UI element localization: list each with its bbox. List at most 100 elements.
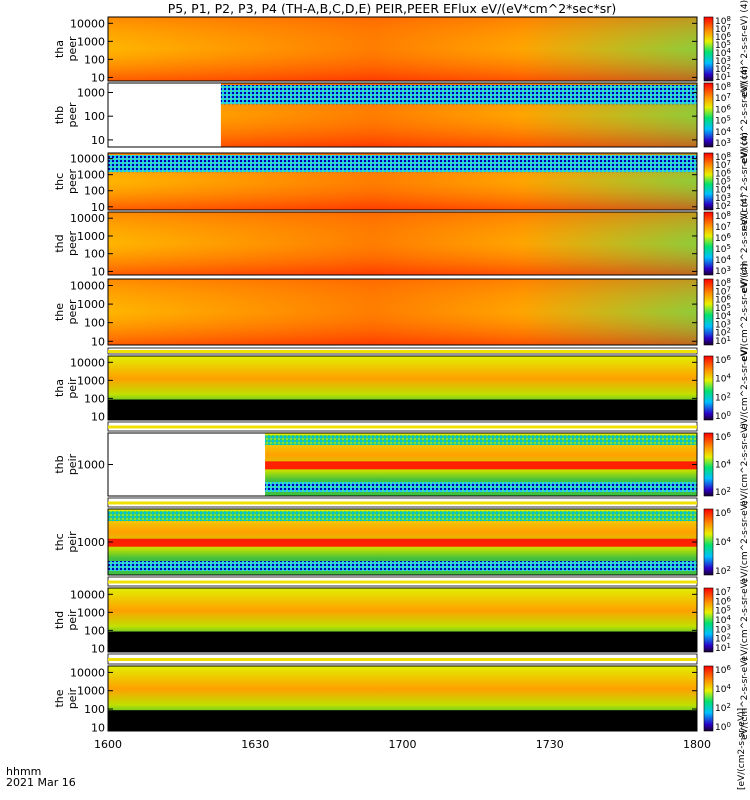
colorbar-tick: 103: [715, 192, 731, 204]
colorbar-label: eV/(cm^2-s-sr-eV): [740, 501, 750, 584]
colorbar-label: eV/(cm^2-s-sr-eV): [740, 423, 750, 506]
colorbar-tick: 104: [715, 126, 731, 138]
colorbar-tick: 104: [715, 459, 731, 471]
colorbar-tick: 108: [715, 277, 731, 289]
noise-band: [108, 155, 697, 173]
colorbar-label: eV/(cm^2-s-sr-eV) (4): [740, 194, 750, 292]
y-tick-label: 1000: [77, 374, 105, 387]
x-tick-label: 1630: [241, 738, 269, 751]
y-tick-label: 10: [91, 134, 105, 147]
colorbar-tick: 104: [715, 254, 731, 266]
y-axis-label: peer: [66, 299, 79, 325]
colorbar-tick: 106: [715, 664, 731, 676]
colorbar-tick: 106: [715, 167, 731, 179]
colorbar-tick: 103: [715, 137, 731, 149]
y-tick-label: 10000: [70, 280, 105, 293]
colorbar-label: eV/(cm^2-s-sr-eV) (4): [740, 132, 750, 230]
y-axis-label: thc: [53, 173, 66, 190]
colorbar-tick: 106: [715, 507, 731, 519]
x-axis: 1600 1630 1700 1730 1800: [94, 725, 711, 751]
noise-band-top: [108, 511, 697, 521]
chart-title: P5, P1, P2, P3, P4 (TH-A,B,C,D,E) PEIR,P…: [168, 1, 617, 16]
colorbar: [703, 16, 714, 82]
time-label: hhmm: [6, 765, 41, 778]
panel-thc-peir: 1000 thc peir 106 104 102 eV/(cm^2-s-sr-eV): [53, 501, 750, 584]
colorbar-tick: 108: [715, 81, 731, 93]
y-axis-label: peer: [66, 169, 79, 195]
colorbar-tick: 104: [715, 373, 731, 385]
colorbar-tick: 102: [715, 327, 731, 339]
colorbar-tick: 106: [715, 354, 731, 366]
colorbar-tick: 102: [715, 63, 731, 75]
colorbar-tick: 106: [715, 595, 731, 607]
colorbar-label: eV/(cm^2-s-sr-eV) (4): [740, 263, 750, 361]
y-tick-label: 1000: [77, 35, 105, 48]
x-tick-label: 1730: [536, 738, 564, 751]
y-axis-label: peir: [66, 531, 79, 553]
colorbar-tick: 103: [715, 623, 731, 635]
separator-band: [108, 350, 697, 353]
y-tick-label: 10000: [70, 212, 105, 225]
y-axis-label: peir: [66, 453, 79, 475]
y-tick-label: 1000: [77, 298, 105, 311]
y-tick-label: 1000: [77, 86, 105, 99]
colorbar-tick: 105: [715, 39, 731, 51]
panel-the-peir: 10000 1000 100 10 the peir 106 104 102 100 eV/(cm^…: [53, 657, 750, 740]
colorbar-tick: 105: [715, 115, 731, 127]
separator-band: [108, 425, 697, 429]
y-axis-label: the: [53, 303, 66, 321]
colorbar: [703, 587, 714, 653]
colorbar-tick: 100: [715, 410, 731, 422]
colorbar-tick: 104: [715, 310, 731, 322]
panel-frame: [107, 211, 698, 276]
panel-thd-peir: 10000 1000 100 10 thd peir 1071061051041031021…: [53, 579, 750, 662]
x-tick-label: 1800: [683, 738, 711, 751]
data-gap: [108, 433, 266, 496]
y-tick-label: 10: [91, 642, 105, 655]
colorbar-tick: 107: [715, 586, 731, 598]
y-axis-label: thb: [53, 106, 66, 124]
colorbar-label: eV/(cm^2-s-sr-eV) (4): [740, 66, 750, 164]
y-axis-label: tha: [53, 379, 66, 397]
colorbar-tick: 102: [715, 702, 731, 714]
y-tick-label: 10000: [70, 666, 105, 679]
noise-band-bottom: [108, 482, 697, 492]
y-tick-label: 1000: [77, 169, 105, 182]
y-axis-label: peir: [66, 687, 79, 709]
y-tick-label: 10000: [70, 588, 105, 601]
y-tick-label: 100: [84, 185, 105, 198]
colorbar-label: eV/(cm^2-s-sr-eV): [740, 657, 750, 740]
y-tick-label: 1000: [77, 536, 105, 549]
colorbar-tick: 102: [715, 486, 731, 498]
noise-band-top: [108, 435, 697, 445]
y-tick-label: 1000: [77, 230, 105, 243]
separator-band: [108, 658, 697, 661]
noise-band-bottom: [108, 561, 697, 571]
panel-frame: [107, 16, 698, 82]
y-tick-label: 100: [84, 624, 105, 637]
panel-frame: [107, 587, 698, 653]
spectrogram-overlay: [108, 212, 697, 275]
y-tick-label: 100: [84, 248, 105, 261]
colorbar: [703, 211, 714, 276]
panel-tha-peir: 10000 1000 100 10 tha peir 106 104 102 100 eV/(cm^…: [53, 347, 750, 430]
separator-band: [108, 580, 697, 584]
colorbar-tick: 107: [715, 159, 731, 171]
y-axis-label: the: [53, 689, 66, 707]
y-tick-label: 100: [84, 317, 105, 330]
colorbar-tick: 105: [715, 302, 731, 314]
date-label: 2021 Mar 16: [6, 776, 76, 789]
panel-frame: [107, 82, 698, 148]
colorbar-tick: 108: [715, 151, 731, 163]
y-tick-label: 100: [84, 110, 105, 123]
spectrogram-overlay: [108, 279, 697, 345]
y-axis-label: peer: [66, 36, 79, 62]
colorbar-tick: 100: [715, 721, 731, 733]
y-axis-label: tha: [53, 40, 66, 58]
y-axis-label: thd: [53, 234, 66, 252]
colorbar-label-bottom: [eV/(cm2-s-sr-eV)]: [737, 708, 747, 790]
colorbar-tick: 103: [715, 265, 731, 277]
